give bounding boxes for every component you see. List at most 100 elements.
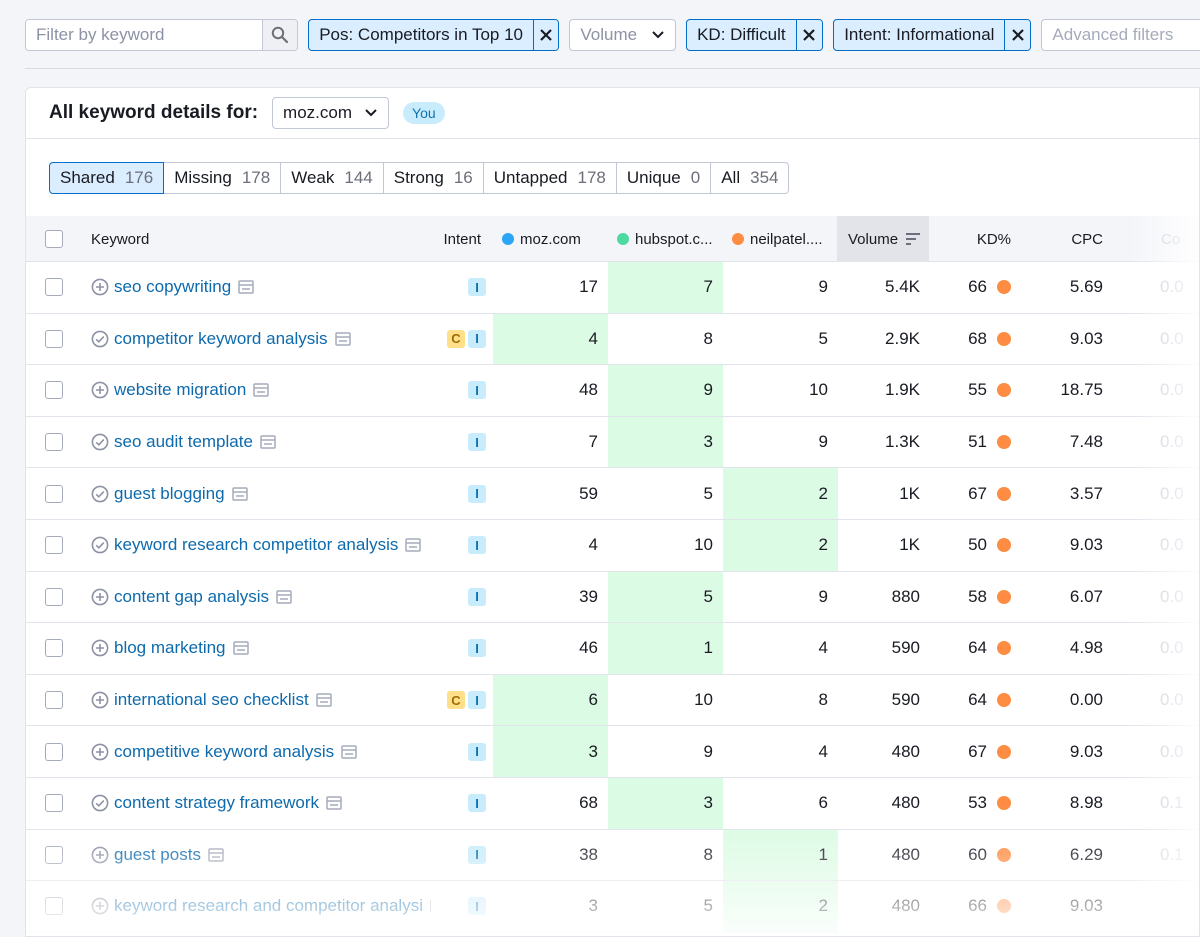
filter-chip-kd[interactable]: KD: Difficult [686,19,824,51]
hubspot-position-value: 8 [703,328,713,348]
row-checkbox[interactable] [45,587,63,606]
tab-unique[interactable]: Unique 0 [616,162,712,194]
keyword-link[interactable]: guest posts [114,844,201,864]
tab-shared[interactable]: Shared 176 [49,162,165,194]
add-keyword-icon[interactable] [91,691,109,709]
row-checkbox[interactable] [45,278,63,297]
moz-position-cell: 17 [493,262,608,313]
serp-icon[interactable] [253,383,270,398]
moz-position-value: 46 [579,638,598,658]
chevron-down-icon [652,31,664,39]
remove-filter-button[interactable] [1004,20,1031,50]
add-keyword-icon[interactable] [91,639,109,657]
tab-missing[interactable]: Missing 178 [164,162,282,194]
add-keyword-icon[interactable] [91,278,109,296]
com-value: 0.0 [1160,380,1184,400]
keyword-filter-input[interactable] [26,20,262,50]
cpc-column-header[interactable]: CPC [1071,230,1103,248]
row-checkbox[interactable] [45,845,63,864]
advanced-filters-button[interactable]: Advanced filters [1041,19,1200,51]
keyword-link[interactable]: blog marketing [114,638,226,658]
added-keyword-icon[interactable] [91,485,109,503]
keyword-link[interactable]: keyword research competitor analysis [114,535,399,555]
added-keyword-icon[interactable] [91,794,109,812]
keyword-column-header[interactable]: Keyword [91,230,150,248]
tab-untapped[interactable]: Untapped 178 [483,162,617,194]
serp-icon[interactable] [341,744,357,759]
cpc-value: 9.03 [1069,741,1103,761]
serp-icon[interactable] [260,435,276,449]
keyword-link[interactable]: seo audit template [114,432,253,452]
hubspot-position-cell: 3 [608,416,723,468]
keyword-link[interactable]: competitive keyword analysis [114,741,335,761]
serp-icon[interactable] [405,538,422,553]
moz-column-header[interactable]: moz.com [502,216,581,262]
row-select-cell [45,417,65,468]
row-checkbox[interactable] [45,691,63,710]
add-keyword-icon[interactable] [91,897,109,915]
tab-all[interactable]: All 354 [711,162,790,194]
add-keyword-icon[interactable] [91,846,109,864]
keyword-status-icon [91,846,109,864]
row-checkbox[interactable] [45,329,63,348]
add-keyword-icon[interactable] [91,588,109,606]
row-checkbox[interactable] [45,433,63,452]
filter-chip-intent[interactable]: Intent: Informational [833,19,1032,51]
table-row: competitor keyword analysis C I 4 8 5 2.9K 68 9.… [26,313,1199,366]
tab-weak[interactable]: Weak 144 [281,162,384,194]
serp-icon[interactable] [326,796,342,810]
row-checkbox[interactable] [45,484,63,503]
kd-column-header[interactable]: KD% [976,230,1011,248]
neilpatel-position-cell: 8 [723,675,838,726]
select-all-checkbox[interactable] [45,230,63,248]
serp-icon[interactable] [238,280,254,295]
com-cell: 0.0 [1160,520,1184,571]
keyword-link[interactable]: website migration [114,380,247,400]
intent-badge: I [468,433,486,452]
com-column-header[interactable]: Co [1161,230,1181,248]
hubspot-column-header[interactable]: hubspot.c... [617,216,713,262]
serp-icon[interactable] [231,486,248,501]
intent-badge: I [468,639,486,658]
add-keyword-icon[interactable] [91,743,109,761]
volume-dropdown[interactable]: Volume [569,19,677,51]
row-checkbox[interactable] [45,794,63,813]
moz-position-cell: 7 [493,417,608,468]
serp-icon[interactable] [334,332,351,346]
added-keyword-icon[interactable] [91,330,109,348]
keyword-link[interactable]: guest blogging [114,483,225,503]
tab-count: 178 [241,168,271,187]
row-checkbox[interactable] [45,897,63,916]
filter-chip-position[interactable]: Pos: Competitors in Top 10 [308,19,560,51]
row-checkbox[interactable] [45,536,63,555]
tab-strong[interactable]: Strong 16 [383,162,484,194]
volume-column-header[interactable]: Volume [837,216,929,262]
serp-icon[interactable] [208,848,224,862]
row-checkbox[interactable] [45,381,63,400]
intent-badge: I [468,794,486,813]
moz-legend-dot [502,233,514,245]
keyword-link[interactable]: content gap analysis [114,586,269,606]
serp-icon[interactable] [276,590,292,604]
add-keyword-icon[interactable] [91,381,109,399]
keyword-link[interactable]: competitor keyword analysis [114,328,328,348]
domain-select[interactable]: moz.com [272,97,390,129]
serp-icon[interactable] [315,693,332,707]
row-checkbox[interactable] [45,742,63,761]
neilpatel-column-header[interactable]: neilpatel.... [732,216,823,262]
keyword-link[interactable]: international seo checklist [114,690,309,710]
added-keyword-icon[interactable] [91,536,109,554]
volume-value: 1K [899,535,920,555]
keyword-link[interactable]: content strategy framework [114,793,320,813]
remove-filter-button[interactable] [532,20,559,50]
search-button[interactable] [262,20,298,50]
header-cell-cpc: CPC [1036,216,1103,262]
added-keyword-icon[interactable] [91,433,109,451]
intent-column-header[interactable]: Intent [443,230,481,248]
row-checkbox[interactable] [45,639,63,658]
keyword-link[interactable]: seo copywriting [114,277,232,297]
serp-icon[interactable] [232,641,249,656]
remove-filter-button[interactable] [795,20,823,50]
keyword-link[interactable]: keyword research and competitor analysi [114,896,423,916]
table-row: international seo checklist C I 6 10 8 590 64 0.… [26,674,1199,727]
